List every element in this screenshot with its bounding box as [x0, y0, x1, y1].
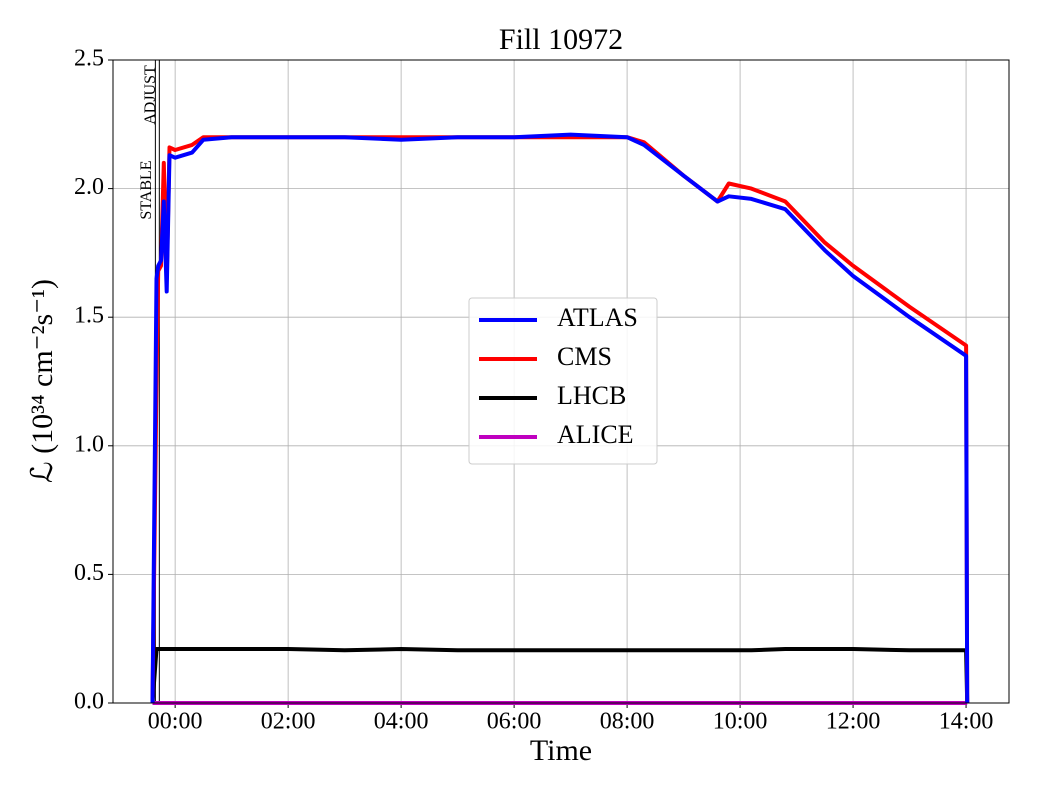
y-tick-label: 0.5 — [74, 560, 104, 586]
series-line — [150, 132, 970, 704]
legend-label: ATLAS — [557, 303, 638, 332]
legend-label: LHCB — [557, 381, 626, 410]
chart-title: Fill 10972 — [499, 23, 623, 56]
x-tick-label: 14:00 — [939, 709, 994, 735]
x-tick-label: 06:00 — [487, 709, 542, 735]
y-tick-label: 2.0 — [74, 174, 104, 200]
plot-frame — [112, 59, 1010, 704]
annotation-label: STABLE — [138, 160, 155, 219]
x-tick-label: 08:00 — [600, 709, 655, 735]
x-tick-label: 00:00 — [148, 709, 203, 735]
y-tick-label: 1.5 — [74, 303, 104, 329]
x-tick-label: 02:00 — [261, 709, 316, 735]
y-tick-label: 1.0 — [74, 431, 104, 457]
legend-box — [468, 297, 658, 465]
y-tick-label: 0.0 — [74, 689, 104, 715]
series-line — [150, 647, 970, 704]
x-tick-label: 12:00 — [826, 709, 881, 735]
x-tick-label: 10:00 — [713, 709, 768, 735]
y-axis-label: ℒ (10³⁴ cm⁻²s⁻¹) — [26, 279, 59, 483]
y-tick-label: 2.5 — [74, 46, 104, 72]
x-axis-label: Time — [530, 734, 592, 767]
x-tick-label: 04:00 — [374, 709, 429, 735]
legend-label: CMS — [557, 342, 612, 371]
annotation-label: ADJUST — [142, 65, 159, 125]
legend-label: ALICE — [557, 420, 634, 449]
